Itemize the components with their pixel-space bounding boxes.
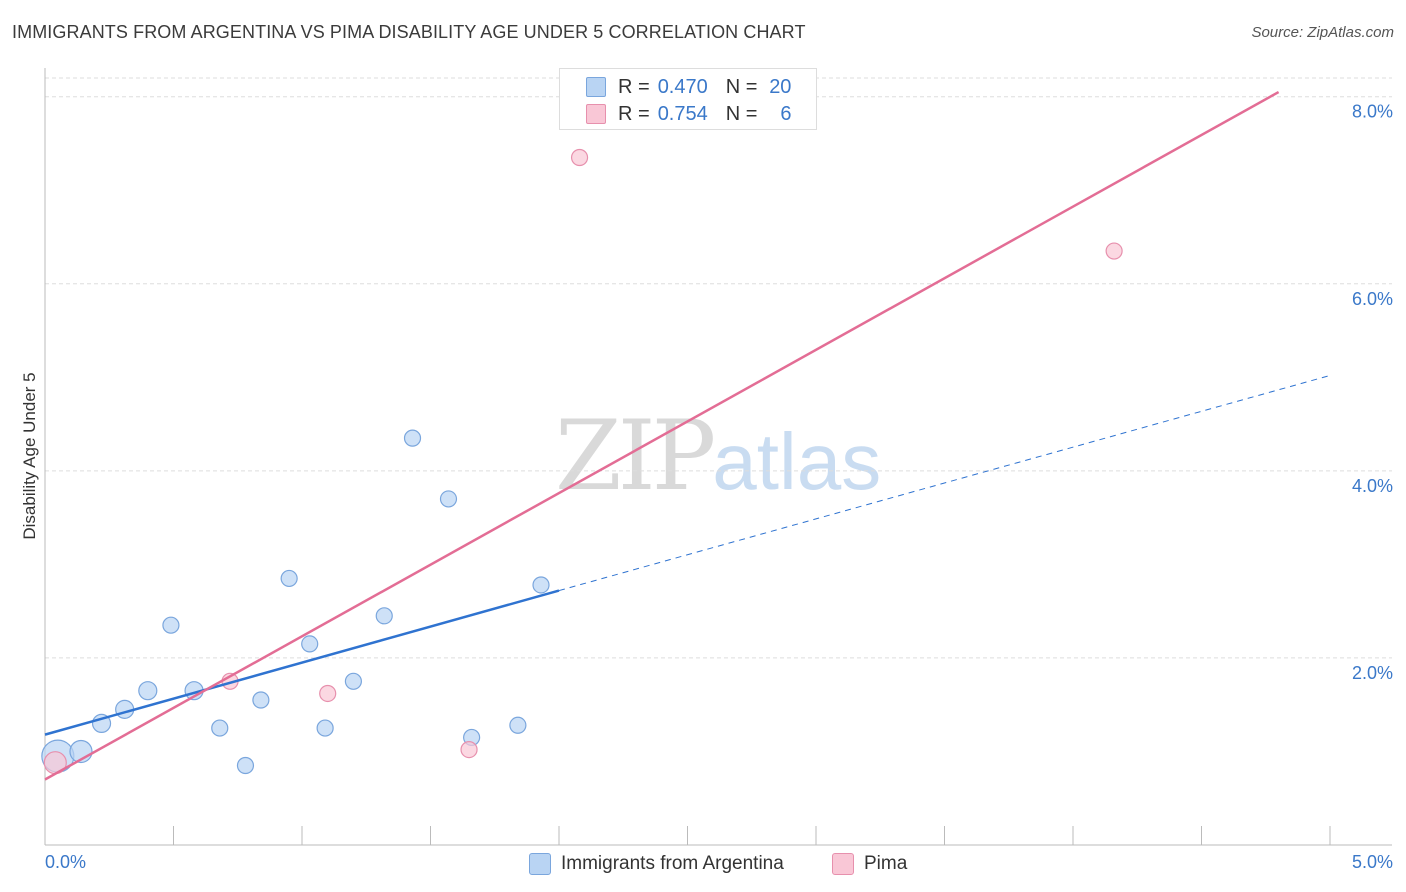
stats-legend: R = 0.470 N = 20 R = 0.754 N = 6	[559, 68, 817, 130]
x-tick-label: 0.0%	[45, 852, 86, 872]
point-argentina	[280, 569, 298, 588]
point-argentina	[236, 756, 255, 775]
r-value: 0.470	[657, 75, 708, 98]
point-argentina	[211, 719, 229, 737]
y-tick-label: 6.0%	[1352, 289, 1393, 309]
n-value: 6	[780, 102, 792, 125]
legend-swatch-pima	[586, 104, 606, 124]
point-argentina	[344, 672, 362, 690]
point-argentina	[138, 681, 158, 701]
y-tick-label: 4.0%	[1352, 476, 1393, 496]
trendline-argentina-extended	[558, 374, 1331, 592]
r-label: R =	[618, 75, 650, 98]
trendline-pima	[44, 90, 1280, 781]
r-label: R =	[618, 102, 650, 125]
trendline-argentina	[44, 589, 560, 736]
legend-label-pima: Pima	[864, 853, 908, 874]
point-argentina	[509, 716, 527, 734]
point-pima	[570, 148, 589, 167]
n-value: 20	[769, 75, 792, 98]
series-legend-argentina[interactable]: Immigrants from Argentina	[529, 852, 784, 876]
point-argentina	[532, 576, 550, 594]
y-axis-label: Disability Age Under 5	[20, 372, 39, 540]
series-legend-pima[interactable]: Pima	[832, 852, 907, 876]
legend-label-argentina: Immigrants from Argentina	[561, 853, 784, 874]
chart-title: IMMIGRANTS FROM ARGENTINA VS PIMA DISABI…	[12, 22, 806, 42]
stats-legend-row-argentina: R = 0.470 N = 20	[586, 76, 791, 98]
n-label: N =	[725, 102, 758, 125]
point-argentina	[439, 490, 458, 508]
point-argentina	[375, 607, 393, 625]
point-argentina	[162, 616, 180, 634]
point-argentina	[316, 719, 334, 737]
y-tick-label: 8.0%	[1352, 102, 1393, 122]
n-label: N =	[725, 75, 758, 98]
point-argentina	[252, 691, 270, 709]
stats-legend-row-pima: R = 0.754 N = 6	[586, 103, 791, 125]
legend-swatch-pima	[832, 853, 854, 875]
y-tick-label: 2.0%	[1352, 663, 1393, 683]
point-pima	[460, 740, 478, 759]
point-pima	[319, 684, 337, 703]
r-value: 0.754	[657, 102, 708, 125]
legend-swatch-argentina	[529, 853, 551, 875]
point-argentina	[301, 635, 319, 653]
x-tick-label: 5.0%	[1352, 852, 1393, 872]
legend-swatch-argentina	[586, 77, 606, 97]
point-argentina	[403, 429, 422, 447]
point-pima	[1105, 242, 1123, 260]
source-credit: Source: ZipAtlas.com	[1251, 24, 1394, 41]
